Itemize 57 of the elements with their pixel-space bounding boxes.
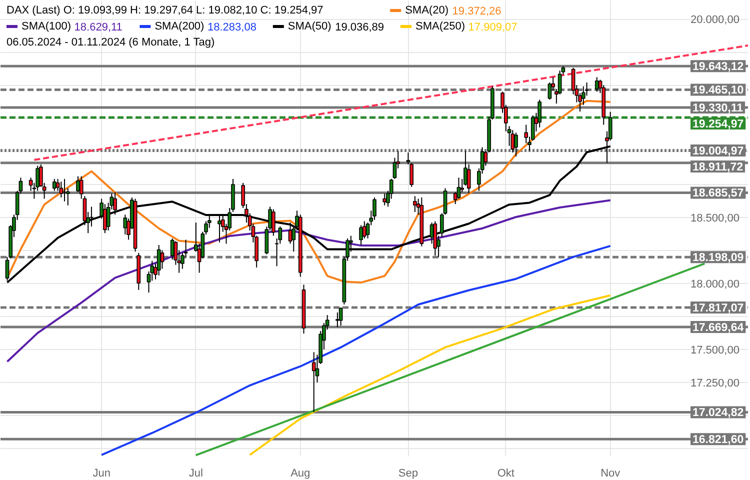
candlestick	[359, 224, 363, 246]
annotation: 18.629,11	[74, 22, 122, 34]
x-tick-label: Nov	[600, 468, 621, 480]
ref-line-label: 16.821,60	[692, 434, 744, 446]
x-tick-label: Aug	[290, 468, 310, 480]
ref-line-label: 18.685,57	[692, 188, 744, 200]
y-tick-label: 18.500,00	[690, 212, 740, 224]
line-series	[248, 294, 612, 456]
candlestick	[538, 99, 542, 128]
ref-line-label: 19.330,11	[692, 102, 744, 115]
legend-label: SMA(100)	[22, 20, 72, 32]
line-series	[100, 244, 612, 456]
ref-line-label: 18.911,72	[692, 162, 744, 174]
candlestick	[514, 132, 518, 157]
ref-line-label: 17.024,82	[692, 407, 744, 420]
y-tick-label: 20.000,00	[690, 14, 740, 26]
candlestick	[272, 208, 276, 236]
candlestick	[312, 352, 316, 413]
ref-line-label: 19.643,12	[692, 61, 744, 74]
ref-line-label: 17.817,07	[692, 302, 744, 315]
candlestick	[338, 307, 343, 326]
candlestick	[59, 181, 64, 198]
candlestick	[160, 250, 164, 270]
legend-label: SMA(50)	[288, 20, 332, 32]
candlestick	[76, 176, 80, 193]
y-tick-label: 17.500,00	[690, 344, 740, 356]
candlestick	[510, 130, 515, 153]
x-tick-label: Okt	[497, 468, 514, 480]
candlestick	[113, 192, 117, 216]
line-series	[6, 199, 612, 363]
candlestick	[156, 244, 161, 276]
candlestick	[62, 178, 66, 202]
x-tick-label: Sep	[398, 468, 418, 480]
candlestick	[52, 178, 56, 192]
legend-label: SMA(200)	[154, 20, 204, 32]
annotation: 18.283,08	[208, 22, 256, 34]
ref-line-label: 18.198,09	[692, 252, 744, 264]
candlestick	[336, 312, 340, 328]
y-tick-label: 18.000,00	[690, 278, 740, 290]
candlestick	[413, 196, 417, 212]
x-tick-label: Jun	[92, 468, 110, 480]
candlestick	[594, 76, 599, 92]
ref-line-label: 19.465,10	[692, 84, 744, 97]
annotation: 17.909,07	[468, 22, 518, 34]
legend-label: SMA(20)	[405, 4, 449, 16]
annotation: 19.372,26	[452, 6, 502, 18]
y-tick-label: 17.250,00	[690, 377, 740, 390]
line-series	[6, 100, 612, 284]
x-tick-label: Jul	[188, 468, 203, 480]
ref-line-label: 17.669,64	[692, 322, 744, 334]
legend-label: SMA(250)	[416, 20, 466, 32]
annotation: DAX (Last) O: 19.093,99 H: 19.297,64 L: 19.082,10 C: 19.254,97	[6, 4, 324, 16]
ref-line-label: 19.004,97	[692, 146, 744, 158]
candlestick	[218, 214, 222, 243]
annotation: 19.036,89	[335, 22, 384, 34]
annotation: 06.05.2024 - 01.11.2024 (6 Monate, 1 Tag)	[6, 36, 215, 48]
ref-line-label: 19.254,97	[692, 118, 744, 131]
